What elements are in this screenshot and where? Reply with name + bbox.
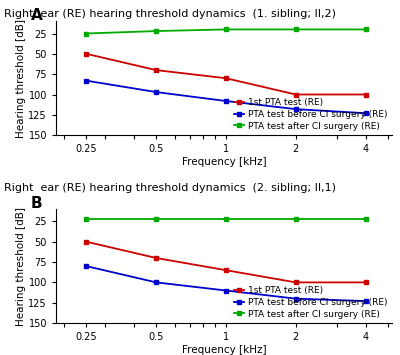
Text: Right  ear (RE) hearing threshold dynamics  (2. sibling; II,1): Right ear (RE) hearing threshold dynamic… (4, 183, 336, 193)
Y-axis label: Hearing threshold [dB]: Hearing threshold [dB] (16, 207, 26, 326)
1st PTA test (RE) (84, 240, 89, 244)
Line: PTA test after CI surgery (RE): PTA test after CI surgery (RE) (84, 217, 368, 222)
PTA test after CI surgery (RE) (293, 217, 298, 221)
PTA test after CI surgery (RE) (224, 217, 228, 221)
PTA test before CI surgery (RE) (293, 107, 298, 111)
PTA test after CI surgery (RE) (154, 29, 158, 33)
Line: PTA test before CI surgery (RE): PTA test before CI surgery (RE) (84, 78, 368, 116)
PTA test after CI surgery (RE) (363, 217, 368, 221)
PTA test before CI surgery (RE) (154, 280, 158, 284)
PTA test after CI surgery (RE) (363, 27, 368, 32)
Line: 1st PTA test (RE): 1st PTA test (RE) (84, 51, 368, 97)
Legend: 1st PTA test (RE), PTA test before CI surgery (RE), PTA test after CI surgery (R: 1st PTA test (RE), PTA test before CI su… (234, 286, 388, 318)
PTA test after CI surgery (RE) (84, 31, 89, 36)
X-axis label: Frequency [kHz]: Frequency [kHz] (182, 157, 266, 167)
1st PTA test (RE) (363, 92, 368, 97)
Text: A: A (31, 8, 42, 23)
Y-axis label: Hearing threshold [dB]: Hearing threshold [dB] (16, 19, 26, 138)
1st PTA test (RE) (293, 280, 298, 284)
PTA test before CI surgery (RE) (363, 111, 368, 115)
PTA test before CI surgery (RE) (293, 296, 298, 301)
1st PTA test (RE) (293, 92, 298, 97)
1st PTA test (RE) (224, 76, 228, 80)
PTA test before CI surgery (RE) (363, 299, 368, 303)
PTA test after CI surgery (RE) (224, 27, 228, 32)
PTA test after CI surgery (RE) (293, 27, 298, 32)
Text: Right  ear (RE) hearing threshold dynamics  (1. sibling; II,2): Right ear (RE) hearing threshold dynamic… (4, 9, 336, 19)
PTA test before CI surgery (RE) (224, 288, 228, 293)
PTA test before CI surgery (RE) (224, 99, 228, 103)
Line: PTA test before CI surgery (RE): PTA test before CI surgery (RE) (84, 264, 368, 304)
PTA test after CI surgery (RE) (84, 217, 89, 221)
1st PTA test (RE) (154, 256, 158, 260)
PTA test before CI surgery (RE) (154, 90, 158, 94)
1st PTA test (RE) (154, 68, 158, 72)
Legend: 1st PTA test (RE), PTA test before CI surgery (RE), PTA test after CI surgery (R: 1st PTA test (RE), PTA test before CI su… (234, 98, 388, 131)
X-axis label: Frequency [kHz]: Frequency [kHz] (182, 345, 266, 355)
PTA test after CI surgery (RE) (154, 217, 158, 221)
Text: B: B (31, 196, 42, 211)
PTA test before CI surgery (RE) (84, 264, 89, 268)
Line: 1st PTA test (RE): 1st PTA test (RE) (84, 239, 368, 285)
PTA test before CI surgery (RE) (84, 78, 89, 83)
Line: PTA test after CI surgery (RE): PTA test after CI surgery (RE) (84, 27, 368, 36)
1st PTA test (RE) (84, 52, 89, 56)
1st PTA test (RE) (363, 280, 368, 284)
1st PTA test (RE) (224, 268, 228, 272)
